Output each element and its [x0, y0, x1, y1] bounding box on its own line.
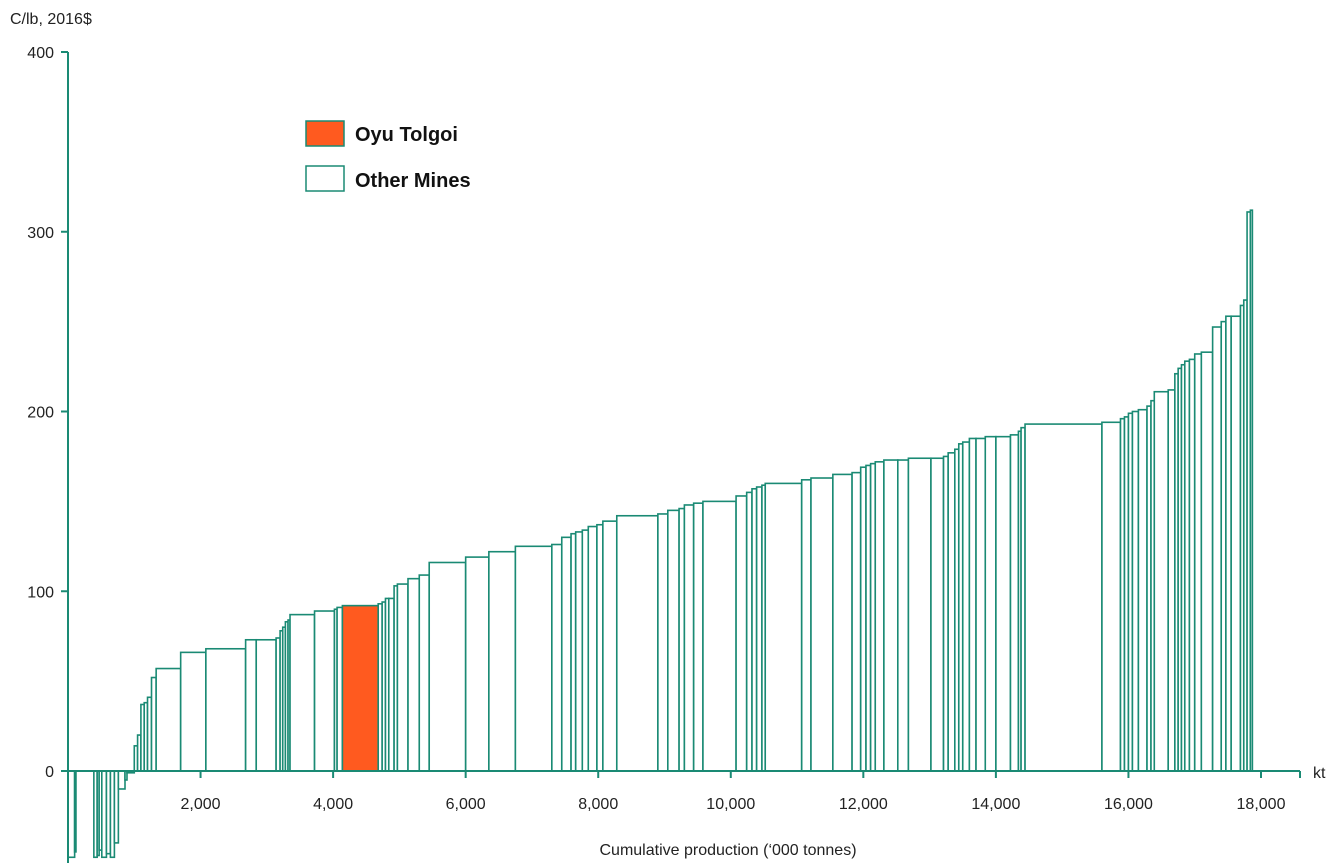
y-tick-label-0: 0 [45, 764, 54, 781]
x-tick-label-18000: 18,000 [1237, 796, 1286, 813]
bar-other-mine-106 [1200, 351, 1214, 772]
bar-other-mine-22 [255, 638, 277, 772]
bar-other-mine-110 [1230, 315, 1242, 772]
x-tick-label-8000: 8,000 [578, 796, 618, 813]
bar-other-mine-82 [968, 437, 977, 772]
bars-layer [67, 209, 1254, 859]
bar-other-mine-99 [1167, 389, 1176, 772]
bar-other-mine-29 [313, 610, 336, 772]
bar-other-mine-78 [947, 452, 956, 772]
bar-other-mine-114 [1249, 209, 1254, 772]
bar-other-mine-89 [1024, 423, 1103, 772]
bar-other-mine-84 [984, 435, 997, 772]
bar-other-mine-18 [155, 667, 182, 772]
bar-other-mine-43 [514, 545, 553, 772]
bar-other-mine-54 [667, 509, 680, 772]
bar-other-mine-81 [961, 441, 971, 772]
legend-label-oyu-tolgoi: Oyu Tolgoi [355, 124, 458, 146]
x-axis-unit-label: kt [1313, 765, 1326, 782]
x-tick-label-2000: 2,000 [181, 796, 221, 813]
bar-other-mine-51 [602, 520, 618, 772]
legend-swatch-other-mines [305, 165, 345, 192]
x-tick-label-6000: 6,000 [446, 796, 486, 813]
bar-other-mine-50 [596, 523, 604, 772]
bar-other-mine-20 [205, 647, 247, 772]
bar-other-mine-39 [418, 574, 431, 772]
bar-other-mine-42 [488, 550, 517, 772]
bar-other-mine-47 [574, 531, 584, 772]
legend-label-other-mines: Other Mines [355, 170, 471, 192]
y-tick-label-200: 200 [27, 405, 54, 422]
bar-other-mine-1 [73, 770, 77, 853]
bar-other-mine-35 [387, 597, 395, 772]
bar-other-mine-38 [407, 577, 421, 772]
bar-other-mine-57 [692, 502, 704, 772]
bar-other-mine-21 [244, 638, 258, 772]
legend-swatch-oyu-tolgoi [305, 120, 345, 147]
bar-other-mine-19 [179, 651, 207, 772]
bar-other-mine-67 [832, 473, 853, 772]
bar-other-mine-75 [907, 457, 932, 772]
bar-other-mine-59 [735, 495, 748, 772]
bar-other-mine-107 [1211, 326, 1223, 772]
bar-other-mine-40 [428, 561, 467, 772]
bar-other-mine-95 [1137, 408, 1148, 772]
bar-other-mine-86 [1009, 434, 1020, 772]
bar-other-mine-83 [975, 437, 987, 772]
bar-other-mine-85 [995, 435, 1012, 772]
bar-other-mine-48 [581, 529, 590, 772]
bar-other-mine-74 [896, 459, 910, 772]
x-tick-label-12000: 12,000 [839, 796, 888, 813]
bar-other-mine-53 [657, 513, 669, 772]
bar-oyu-tolgoi [341, 604, 379, 772]
bar-other-mine-37 [396, 583, 409, 772]
bar-other-mine-60 [745, 491, 753, 772]
bar-other-mine-58 [702, 500, 737, 772]
bar-other-mine-68 [851, 471, 862, 772]
bar-other-mine-90 [1101, 421, 1122, 772]
axes-layer [67, 52, 1300, 863]
bar-other-mine-56 [683, 504, 695, 772]
bar-other-mine-9 [117, 770, 126, 790]
x-tick-label-16000: 16,000 [1104, 796, 1153, 813]
bar-other-mine-98 [1153, 390, 1170, 772]
y-tick-label-100: 100 [27, 584, 54, 601]
x-tick-label-4000: 4,000 [313, 796, 353, 813]
bar-other-mine-94 [1131, 410, 1140, 772]
bar-other-mine-52 [615, 514, 659, 772]
bar-other-mine-64 [764, 482, 803, 772]
bar-other-mine-65 [800, 479, 812, 772]
x-tick-label-10000: 10,000 [706, 796, 755, 813]
y-axis-unit-label: C/lb, 2016$ [10, 11, 92, 28]
y-tick-label-400: 400 [27, 45, 54, 62]
bar-other-mine-45 [560, 536, 572, 772]
bar-other-mine-76 [930, 457, 945, 772]
bar-other-mine-28 [289, 613, 316, 772]
bar-other-mine-105 [1193, 353, 1203, 772]
ticks-layer: 0 100 200 300 400 2,000 4,000 6,000 8,000 10,000 1… [27, 45, 1301, 813]
bar-other-mine-44 [551, 543, 563, 772]
x-axis-title: Cumulative production (‘000 tonnes) [599, 842, 856, 859]
bar-other-mine-72 [874, 461, 885, 772]
x-tick-label-14000: 14,000 [971, 796, 1020, 813]
bar-other-mine-66 [810, 477, 834, 772]
bar-other-mine-41 [464, 556, 490, 772]
legend: Oyu Tolgoi Other Mines [305, 120, 471, 192]
y-tick-label-300: 300 [27, 225, 54, 242]
bar-other-mine-73 [883, 459, 899, 772]
bar-other-mine-49 [587, 525, 598, 772]
